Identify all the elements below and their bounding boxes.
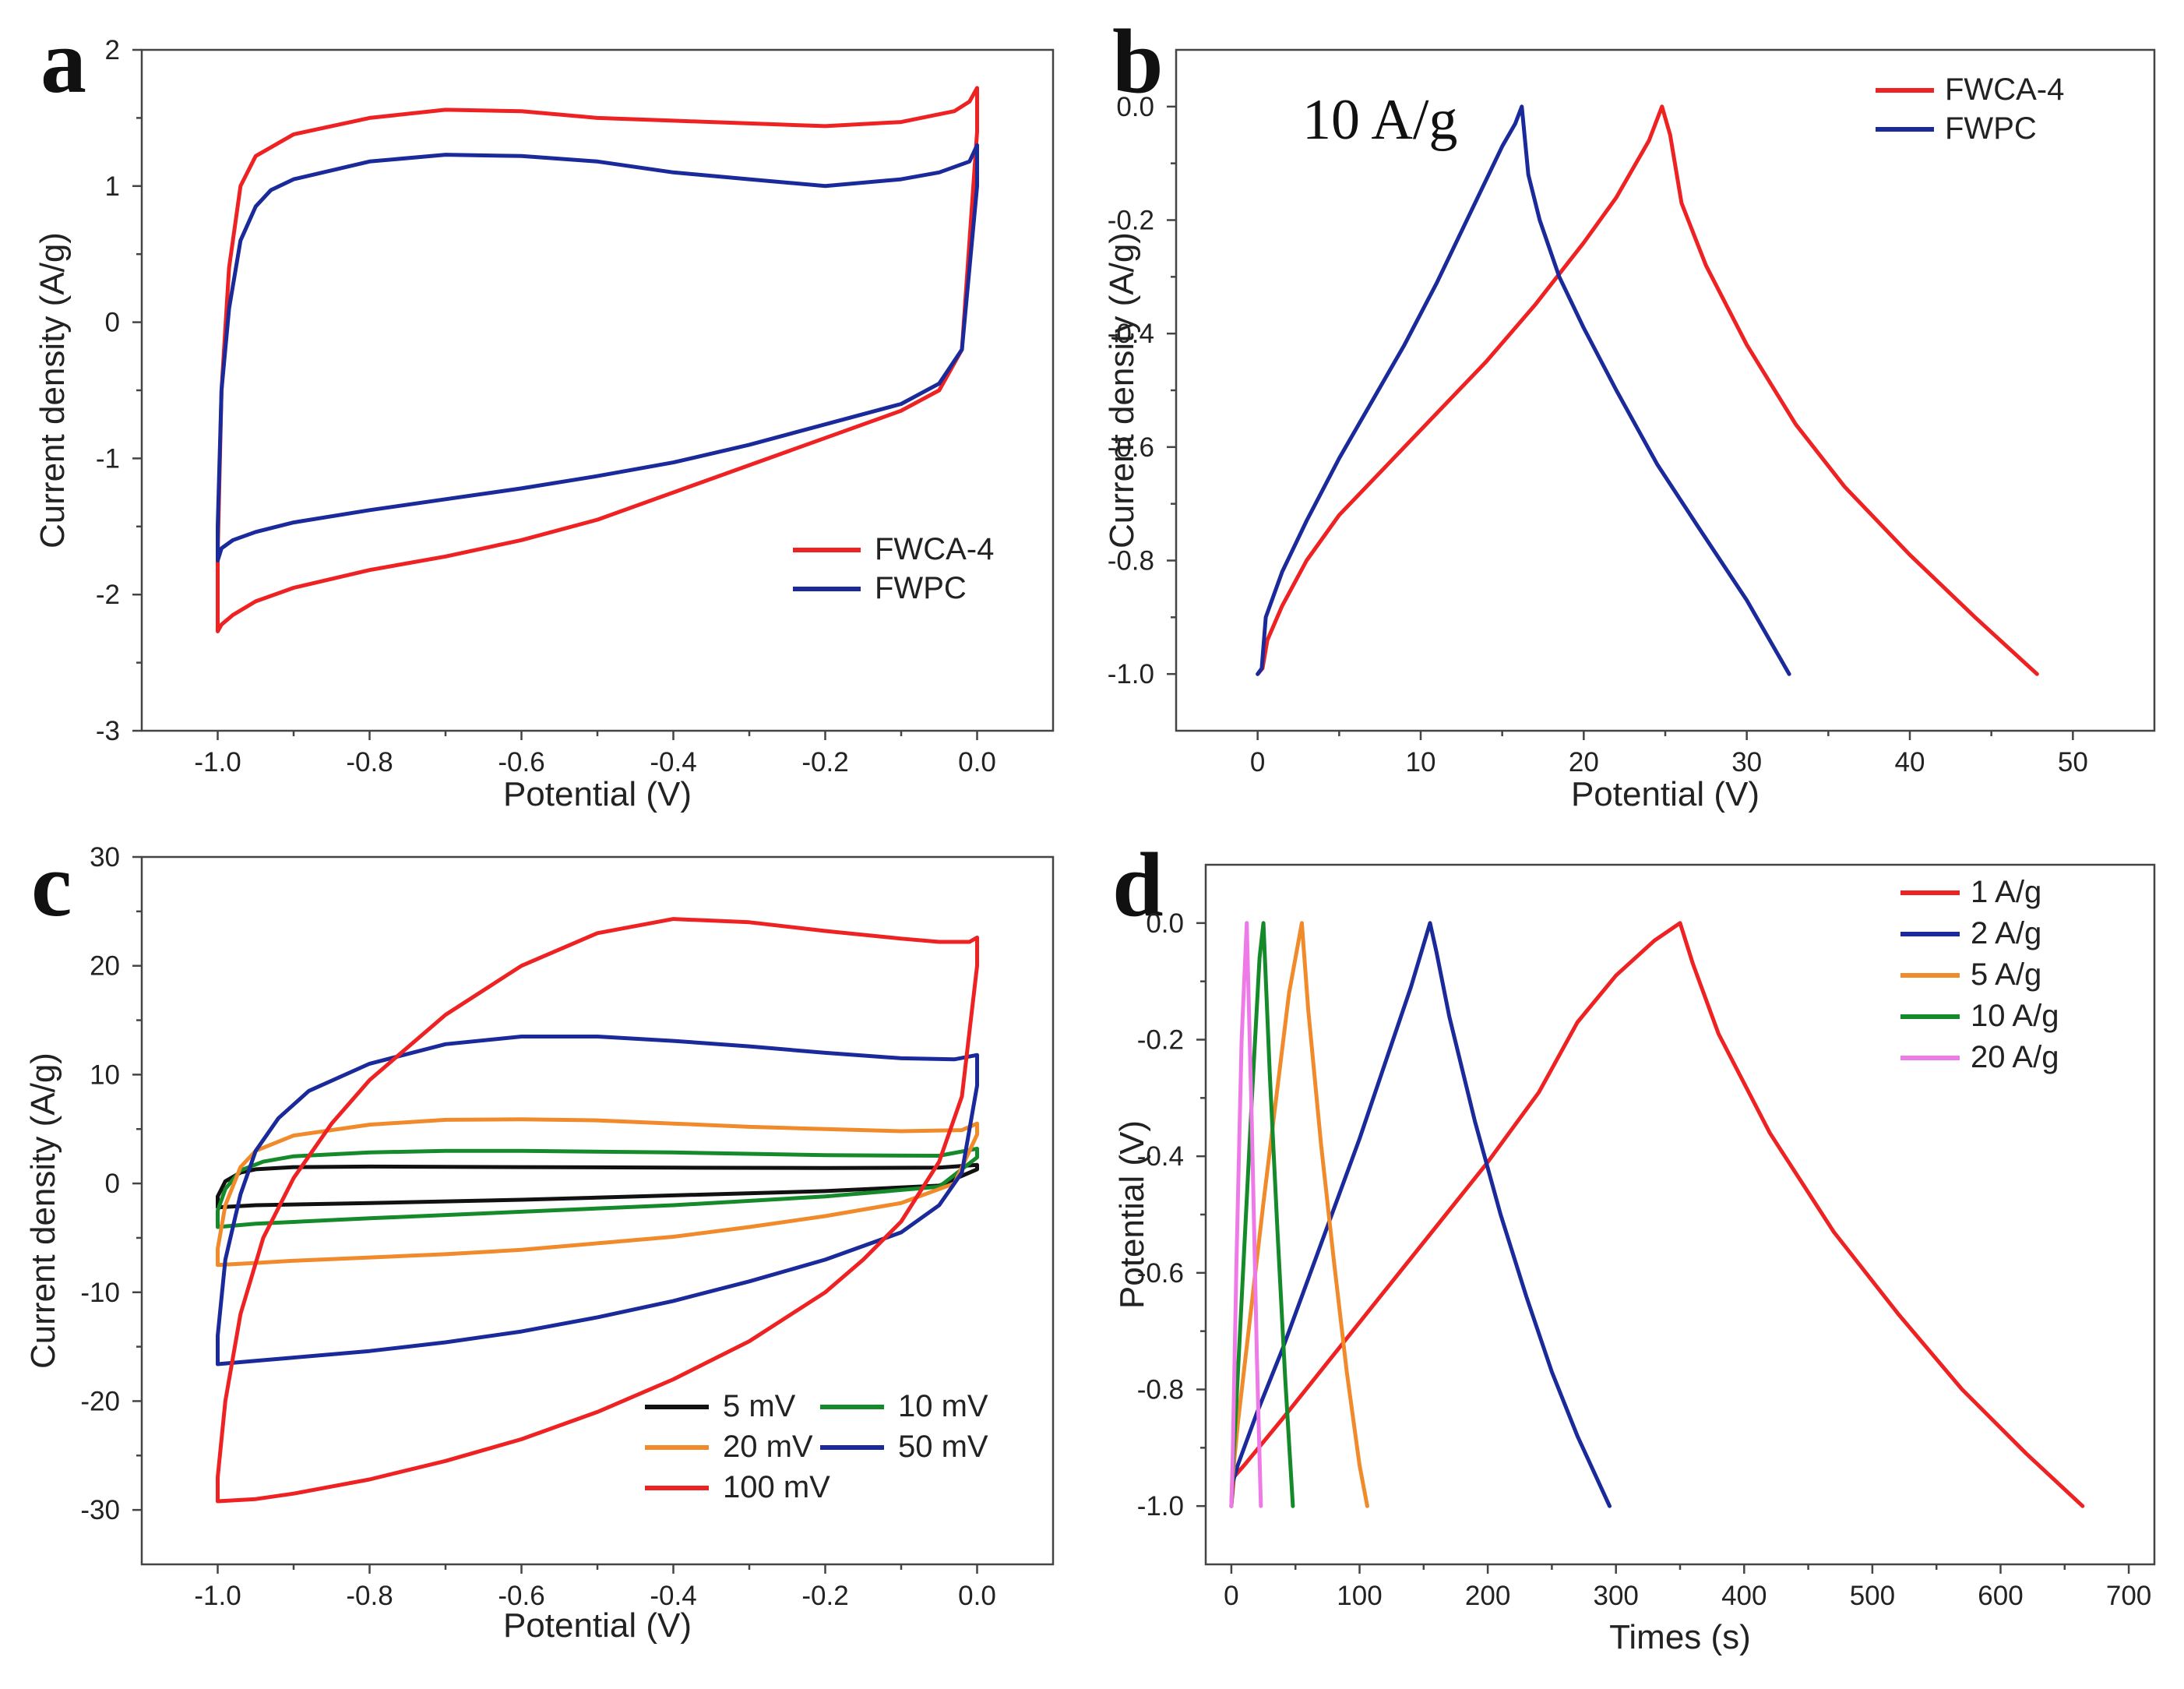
x-axis-title: Potential (V) — [503, 775, 692, 813]
series-fwpc — [1256, 104, 1791, 676]
y-tick-label: 10 — [90, 1060, 120, 1090]
y-axis-title: Current density (A/g) — [33, 232, 72, 548]
y-tick-label: -0.2 — [1137, 1025, 1184, 1056]
y-tick-label: -1.0 — [1108, 659, 1154, 689]
legend-label: 2 A/g — [1971, 916, 2041, 950]
x-tick-label: 300 — [1593, 1581, 1638, 1611]
series-5-mv — [216, 1162, 979, 1210]
x-tick-label: 0.0 — [958, 747, 996, 778]
y-tick-label: -30 — [80, 1495, 120, 1525]
y-tick-label: -1.0 — [1137, 1491, 1184, 1522]
series-100-mv — [216, 917, 979, 1504]
x-tick-label: -0.4 — [650, 1581, 696, 1611]
x-tick-label: 20 — [1569, 747, 1599, 778]
x-tick-label: 50 — [2058, 747, 2088, 778]
legend-label: 10 mV — [898, 1389, 988, 1423]
series-fwca-4 — [216, 86, 979, 633]
x-axis-title: Times (s) — [1609, 1618, 1751, 1656]
x-tick-label: 400 — [1721, 1581, 1767, 1611]
x-tick-label: 0 — [1250, 747, 1265, 778]
y-tick-label: 20 — [90, 951, 120, 982]
x-axis-title: Potential (V) — [503, 1606, 692, 1645]
legend-label: FWPC — [875, 571, 967, 605]
panel-letter-a: a — [41, 10, 86, 112]
y-tick-label: 0 — [105, 308, 120, 338]
legend-label: FWCA-4 — [1945, 72, 2064, 107]
x-tick-label: 100 — [1337, 1581, 1382, 1611]
y-tick-label: 1 — [105, 171, 120, 202]
rate-annotation: 10 A/g — [1302, 88, 1457, 152]
series-50-mv — [216, 1035, 979, 1366]
legend-label: FWPC — [1945, 111, 2037, 146]
y-axis-title: Current density (A/g) — [24, 1053, 62, 1369]
y-tick-label: -2 — [96, 580, 120, 610]
y-tick-label: 2 — [105, 35, 120, 65]
x-tick-label: 30 — [1731, 747, 1762, 778]
y-tick-label: 30 — [90, 842, 120, 873]
legend-label: 20 mV — [723, 1430, 813, 1464]
x-tick-label: 10 — [1406, 747, 1436, 778]
y-tick-label: -3 — [96, 716, 120, 746]
series-20-mv — [216, 1117, 979, 1268]
x-tick-label: -1.0 — [194, 1581, 241, 1611]
x-tick-label: -0.4 — [650, 747, 696, 778]
panel-letter-c: c — [31, 834, 72, 936]
x-tick-label: 500 — [1850, 1581, 1895, 1611]
legend-label: 5 A/g — [1971, 957, 2041, 992]
y-tick-label: -0.2 — [1108, 206, 1154, 236]
panel-d: 0 100 200 300 400 500 600 700 -1.0 -0.8 -0.6 -0.4 -0… — [1113, 863, 2156, 1656]
panel-b: 0 10 20 30 40 50 -1.0 -0.8 -0.6 -0.4 -0.2 0.0 Potent… — [1103, 48, 2156, 813]
x-tick-label: 0 — [1224, 1581, 1238, 1611]
legend-label: 5 mV — [723, 1389, 796, 1423]
x-tick-label: 40 — [1895, 747, 1925, 778]
x-tick-label: -0.6 — [498, 1581, 544, 1611]
x-tick-label: -1.0 — [194, 747, 241, 778]
x-tick-label: -0.2 — [801, 747, 848, 778]
legend-label: 10 A/g — [1971, 999, 2059, 1033]
series-1-a-g — [1229, 921, 2085, 1508]
series-fwca-4 — [1256, 104, 2039, 676]
y-tick-label: 0.0 — [1146, 908, 1184, 939]
y-tick-label: -0.6 — [1108, 432, 1154, 463]
y-tick-label: -0.8 — [1137, 1375, 1184, 1405]
panel-a: -1.0 -0.8 -0.6 -0.4 -0.2 0.0 -3 -2 -1 0 1 2 Potentia… — [33, 35, 1055, 813]
y-tick-label: -10 — [80, 1278, 120, 1308]
panel-letter-b: b — [1112, 10, 1164, 112]
panel-c: -1.0 -0.8 -0.6 -0.4 -0.2 0.0 -30 -20 -10 0 10 20 30 P… — [24, 842, 1055, 1645]
legend-label: 100 mV — [723, 1470, 830, 1504]
y-tick-label: -0.4 — [1108, 319, 1154, 349]
y-tick-label: 0.0 — [1116, 92, 1154, 122]
y-axis-title: Current density (A/g) — [1103, 232, 1141, 548]
y-tick-label: 0 — [105, 1169, 120, 1199]
legend-label: FWCA-4 — [875, 532, 994, 566]
y-tick-label: -0.4 — [1137, 1141, 1184, 1172]
panel-letter-d: d — [1112, 834, 1164, 936]
y-tick-label: -20 — [80, 1386, 120, 1416]
x-axis-title: Potential (V) — [1571, 775, 1760, 813]
x-tick-label: -0.6 — [498, 747, 544, 778]
series-10-mv — [216, 1146, 979, 1229]
y-axis-title: Potential (V) — [1113, 1120, 1151, 1309]
x-tick-label: 0.0 — [958, 1581, 996, 1611]
legend-label: 20 A/g — [1971, 1040, 2059, 1074]
y-tick-label: -1 — [96, 443, 120, 474]
x-tick-label: -0.8 — [346, 1581, 393, 1611]
y-tick-label: -0.8 — [1108, 546, 1154, 577]
legend-label: 1 A/g — [1971, 875, 2041, 909]
x-tick-label: 700 — [2106, 1581, 2151, 1611]
x-tick-label: -0.2 — [801, 1581, 848, 1611]
x-tick-label: -0.8 — [346, 747, 393, 778]
series-fwpc — [216, 143, 979, 562]
series-20-a-g — [1229, 921, 1263, 1508]
x-tick-label: 600 — [1978, 1581, 2023, 1611]
x-tick-label: 200 — [1465, 1581, 1510, 1611]
y-tick-label: -0.6 — [1137, 1258, 1184, 1289]
legend-label: 50 mV — [898, 1430, 988, 1464]
series-5-a-g — [1229, 921, 1369, 1508]
